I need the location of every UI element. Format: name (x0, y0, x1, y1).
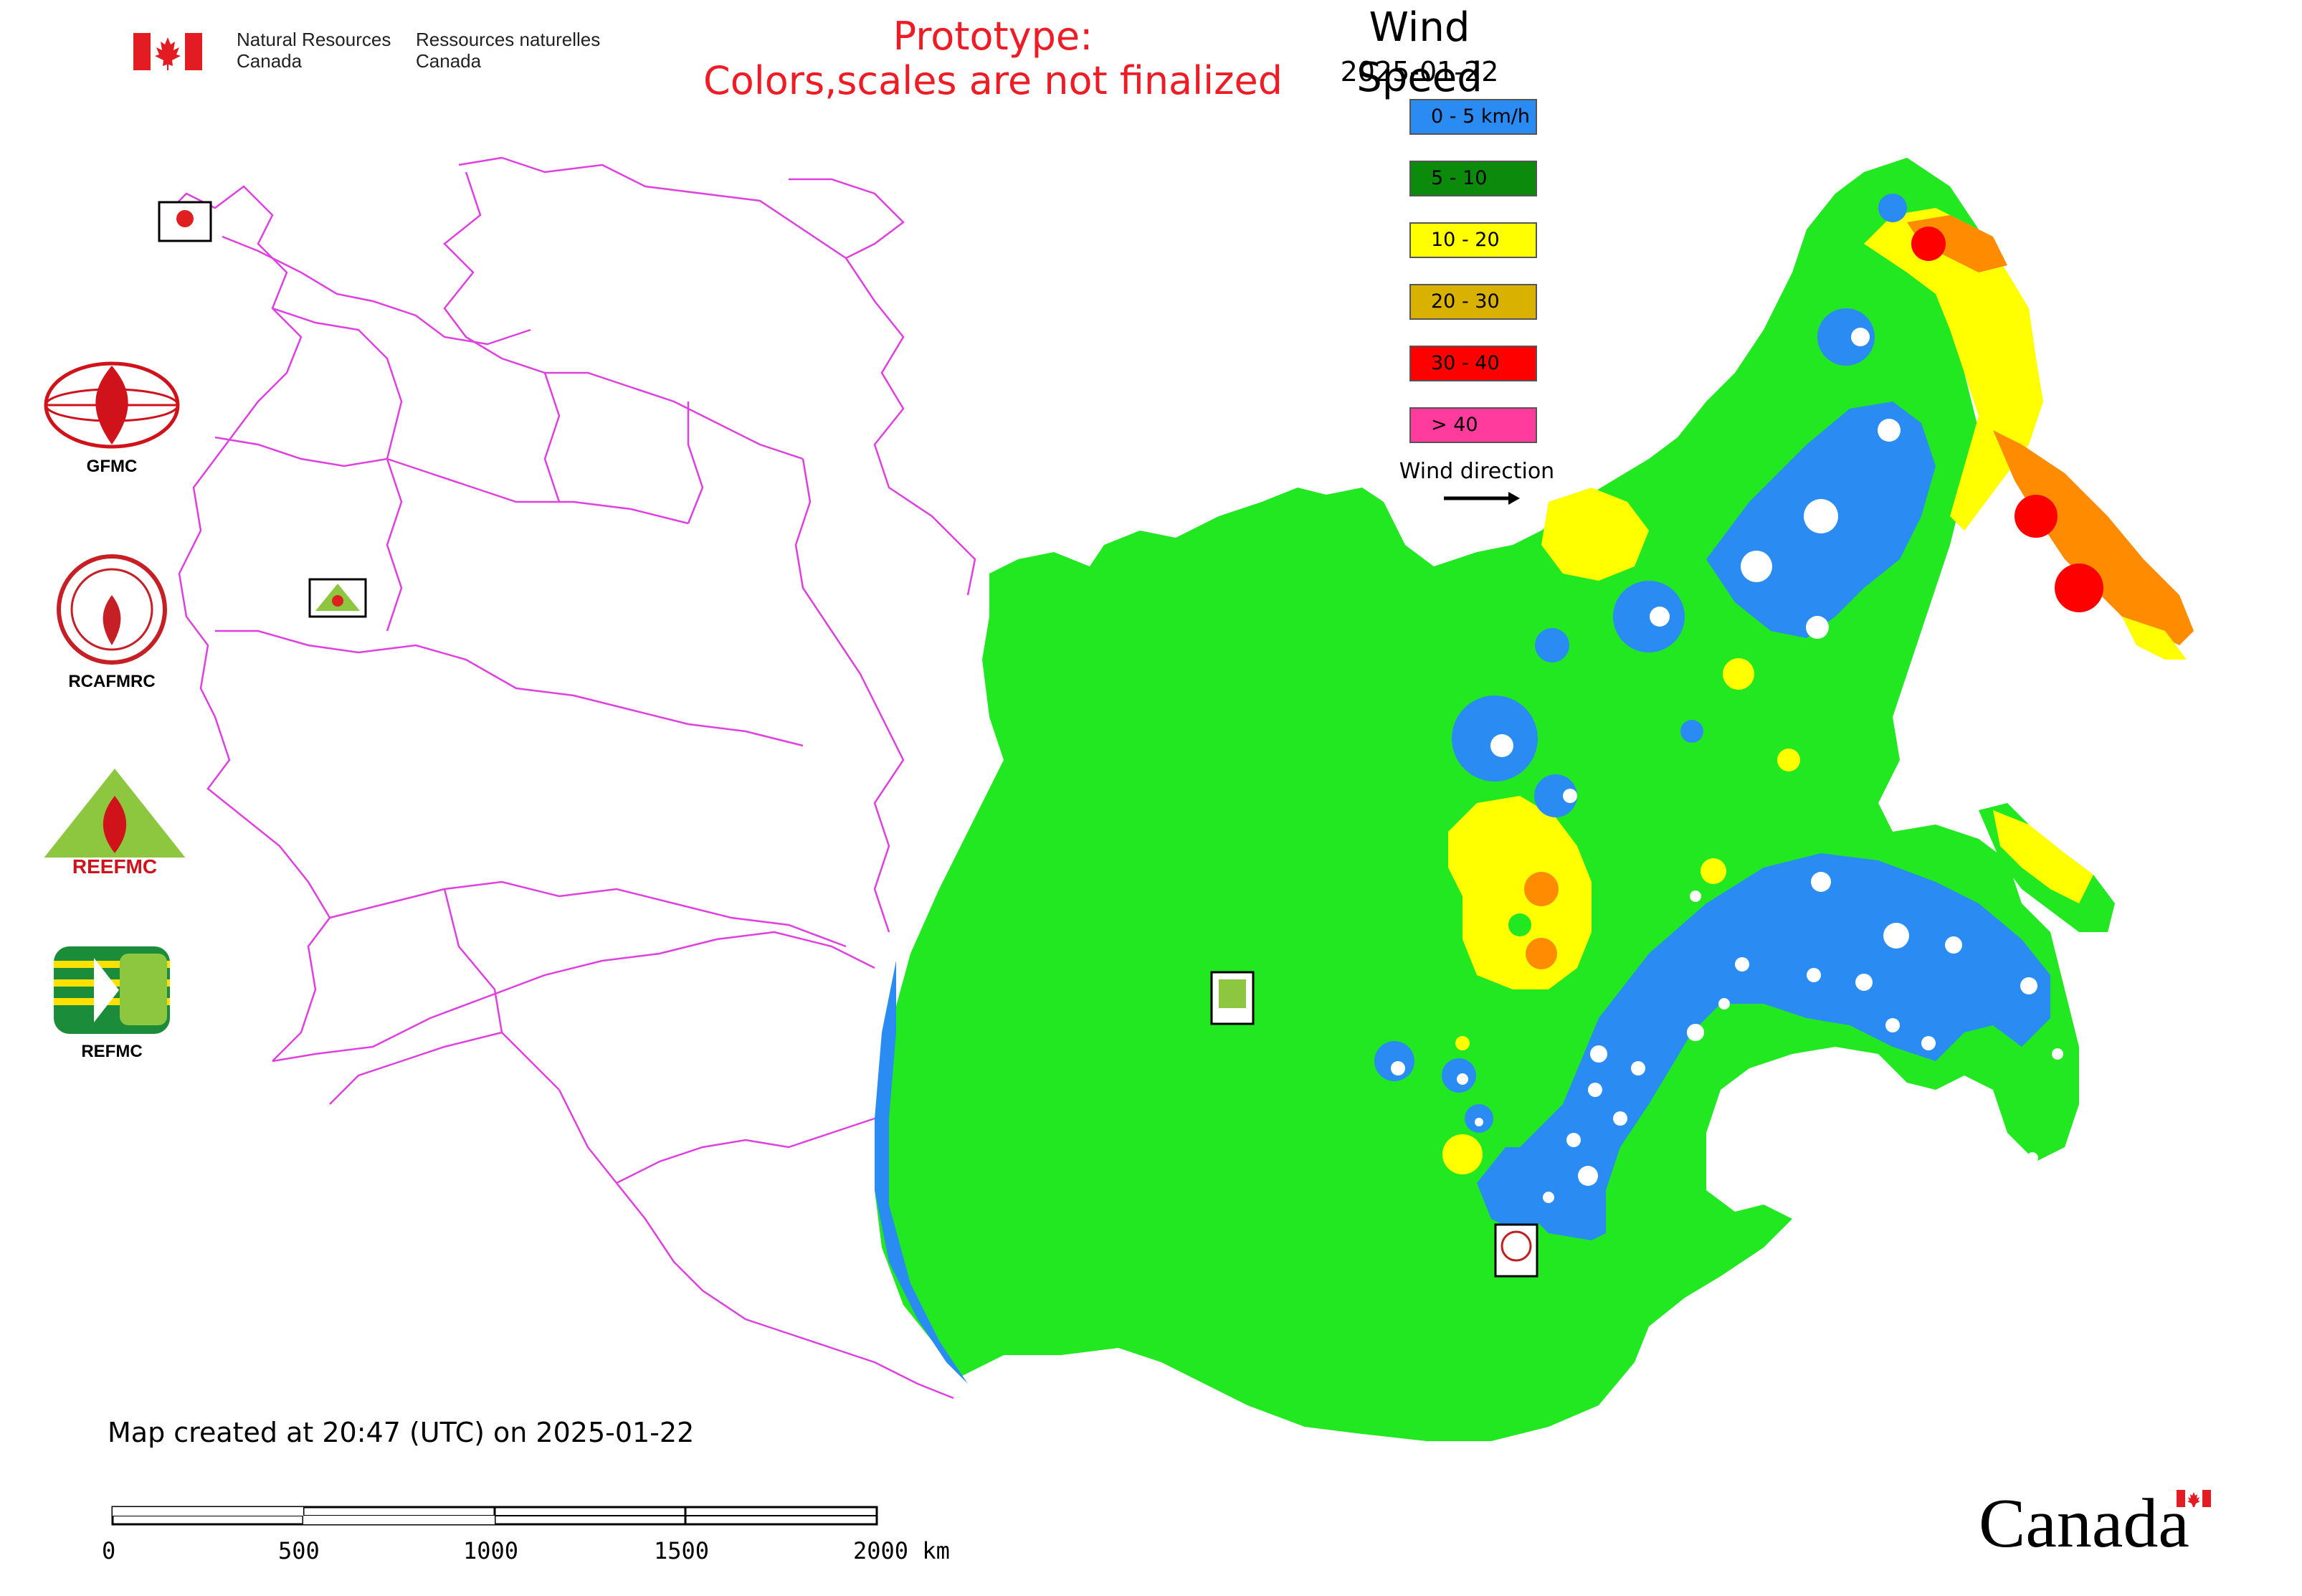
agency-rcafmrc-label: RCAFMRC (68, 672, 156, 691)
legend-item-0-5: 0 - 5 km/h (1409, 99, 1537, 135)
legend-item-5-10: 5 - 10 (1409, 161, 1537, 196)
scale-bar-graphic (111, 1506, 878, 1526)
legend-item-30-40: 30 - 40 (1409, 346, 1537, 381)
station-markers (1391, 328, 2063, 1203)
map-agency-markers (158, 201, 1538, 1278)
canada-wordmark: Canada (1979, 1484, 2222, 1563)
canada-wordmark-text: Canada (1979, 1485, 2189, 1562)
country-outlines (164, 156, 976, 1400)
reefmc-logo-icon (42, 769, 187, 873)
map-title: Wind Speed (1356, 4, 1483, 101)
agency-refmc: REFMC (40, 944, 184, 1062)
legend-item-over-40: > 40 (1409, 407, 1537, 443)
map-created-timestamp: Map created at 20:47 (UTC) on 2025-01-22 (108, 1417, 695, 1448)
prototype-line-1: Prototype: (893, 14, 1093, 59)
scale-tick-0: 0 (102, 1537, 116, 1564)
agency-reefmc: REEFMC (36, 767, 194, 878)
wind-direction-label: Wind direction (1399, 459, 1555, 484)
agency-gfmc-label: GFMC (86, 457, 138, 476)
prototype-notice: Prototype: Colors,scales are not finaliz… (631, 14, 1355, 103)
agency-name-fr: Ressources naturelles Canada (416, 29, 601, 72)
agency-name-en: Natural Resources Canada (237, 29, 391, 72)
scale-tick-1500: 1500 (654, 1537, 710, 1564)
scale-tick-500: 500 (278, 1537, 320, 1564)
agency-refmc-label: REFMC (81, 1042, 143, 1061)
wordmark-flag-icon (2177, 1490, 2211, 1507)
legend-item-20-30: 20 - 30 (1409, 284, 1537, 320)
canada-flag-icon (133, 33, 202, 70)
refmc-logo-icon (54, 946, 170, 1034)
scale-bar: 0 500 1000 1500 2000 km (102, 1498, 968, 1577)
legend-item-10-20: 10 - 20 (1409, 222, 1537, 258)
agency-gfmc: GFMC (40, 358, 184, 477)
nrcan-signature: Natural Resources Canada Ressources natu… (133, 29, 621, 79)
rcafmrc-logo-icon (57, 554, 167, 665)
map-date: 2025-01-22 (1340, 56, 1499, 87)
agency-reefmc-label: REEFMC (72, 855, 158, 878)
agency-rcafmrc: RCAFMRC (40, 552, 184, 692)
scale-tick-1000: 1000 (463, 1537, 519, 1564)
prototype-line-2: Colors,scales are not finalized (703, 58, 1283, 103)
gfmc-logo-icon (44, 361, 180, 449)
scale-tick-2000: 2000 km (853, 1537, 950, 1564)
wind-direction-arrow-icon (1444, 492, 1520, 505)
